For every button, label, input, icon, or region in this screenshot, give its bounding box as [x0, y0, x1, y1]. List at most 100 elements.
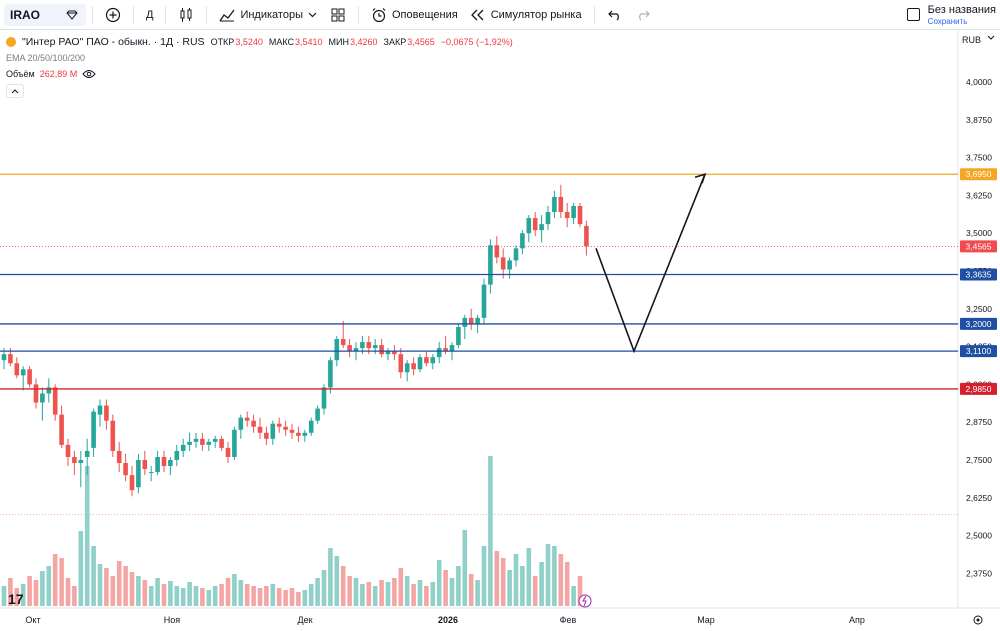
volume-bar — [430, 582, 436, 606]
volume-bar — [1, 586, 7, 606]
ema-indicator-label[interactable]: EMA 20/50/100/200 — [6, 53, 86, 63]
layout-save-link[interactable]: Сохранить — [927, 17, 968, 26]
volume-bar — [443, 570, 448, 606]
divider — [133, 5, 134, 24]
volume-bar — [436, 560, 442, 606]
candle-body — [462, 317, 468, 327]
volume-bar — [27, 576, 32, 606]
time-axis-label: Апр — [849, 615, 865, 625]
price-tick-label: 3,7500 — [966, 153, 992, 163]
divider — [206, 5, 208, 24]
undo-button[interactable] — [601, 3, 629, 27]
candle-body — [532, 218, 538, 231]
collapse-legend-button[interactable] — [6, 84, 24, 98]
volume-bar — [244, 584, 250, 606]
volume-bar — [372, 586, 378, 606]
indicators-button[interactable]: Индикаторы — [213, 3, 324, 27]
volume-bar — [494, 551, 500, 606]
volume-bar — [456, 566, 461, 606]
resistance-orange-price-tag — [960, 168, 997, 181]
volume-bar — [321, 570, 327, 606]
candle-body — [308, 420, 314, 433]
lightning-bolt — [582, 595, 587, 607]
price-chart[interactable]: 4,00003,87503,75003,62503,50003,37503,25… — [0, 30, 1000, 631]
divider — [92, 5, 93, 24]
interval-button[interactable]: Д — [140, 3, 159, 27]
candle-body — [366, 342, 372, 349]
candle-body — [449, 345, 455, 352]
volume-bar — [392, 578, 397, 606]
redo-icon — [635, 7, 651, 23]
volume-bar — [366, 582, 372, 606]
change-value: −0,0675 (−1,92%) — [440, 37, 513, 47]
high-value: 3,5410 — [295, 37, 323, 47]
divider — [593, 5, 595, 24]
volume-bar — [104, 568, 109, 606]
compare-symbol-button[interactable] — [99, 3, 127, 27]
eye-icon[interactable] — [82, 69, 96, 79]
price-tick-label: 2,7500 — [966, 455, 992, 465]
candle-body — [526, 218, 532, 234]
low-label: МИН — [328, 37, 349, 47]
redo-button[interactable] — [629, 3, 657, 27]
candle-body — [110, 420, 116, 451]
legend-title[interactable]: "Интер РАО" ПАО - обыкн. · 1Д · RUS — [22, 36, 205, 48]
templates-button[interactable] — [324, 3, 352, 27]
volume-bar — [8, 578, 13, 606]
volume-bar — [78, 531, 84, 606]
chart-type-button[interactable] — [172, 3, 200, 27]
volume-value: 262,89 M — [39, 69, 78, 79]
candle-body — [334, 339, 340, 361]
candle-body — [372, 345, 378, 349]
candle-body — [564, 212, 570, 219]
volume-bar — [161, 584, 167, 606]
candle-body — [161, 456, 167, 467]
volume-bar — [270, 584, 276, 606]
divider — [357, 5, 359, 24]
replay-button[interactable]: Симулятор рынка — [464, 3, 588, 27]
volume-label[interactable]: Объём — [6, 69, 35, 79]
volume-bar — [123, 566, 128, 606]
candle-body — [46, 387, 52, 394]
currency-selector[interactable]: RUB — [962, 35, 995, 45]
volume-bar — [539, 562, 544, 606]
candle-body — [219, 438, 224, 448]
layout-menu[interactable]: Без названия Сохранить — [928, 4, 996, 28]
volume-bar — [488, 456, 493, 606]
volume-bar — [468, 574, 474, 606]
volume-bar — [155, 578, 160, 606]
volume-bar — [462, 530, 468, 606]
layout-area: Без названия Сохранить — [906, 4, 996, 28]
candle-body — [116, 450, 122, 464]
candle-body — [65, 444, 71, 457]
alerts-button[interactable]: Оповещения — [365, 3, 464, 27]
candle-body — [168, 460, 173, 467]
level-blue-3-price-label: 3,1100 — [966, 346, 992, 356]
volume-bar — [110, 576, 116, 606]
volume-bar — [212, 586, 218, 606]
volume-bar — [238, 580, 244, 606]
candle-body — [212, 438, 218, 442]
volume-bar — [398, 568, 404, 606]
price-tick-label: 4,0000 — [966, 77, 992, 87]
layout-checkbox[interactable] — [906, 8, 920, 21]
volume-bar — [283, 590, 288, 606]
volume-bar — [20, 584, 26, 606]
candle-body — [500, 257, 506, 270]
candle-body — [244, 417, 250, 421]
price-tick-label: 3,8750 — [966, 115, 992, 125]
volume-bar — [577, 576, 583, 606]
diamond-icon[interactable] — [64, 7, 80, 23]
level-blue-1-price-label: 3,3635 — [966, 269, 992, 279]
candles-icon — [178, 7, 194, 23]
symbol-search[interactable]: IRAO — [4, 3, 86, 26]
volume-bar — [148, 586, 154, 606]
volume-bar — [424, 586, 429, 606]
price-tick-label: 3,6250 — [966, 190, 992, 200]
last-price-tag — [960, 240, 997, 253]
candle-body — [148, 472, 154, 474]
candle-body — [385, 351, 391, 355]
volume-bar — [187, 582, 192, 606]
candle-body — [72, 456, 77, 464]
candle-body — [545, 212, 551, 225]
